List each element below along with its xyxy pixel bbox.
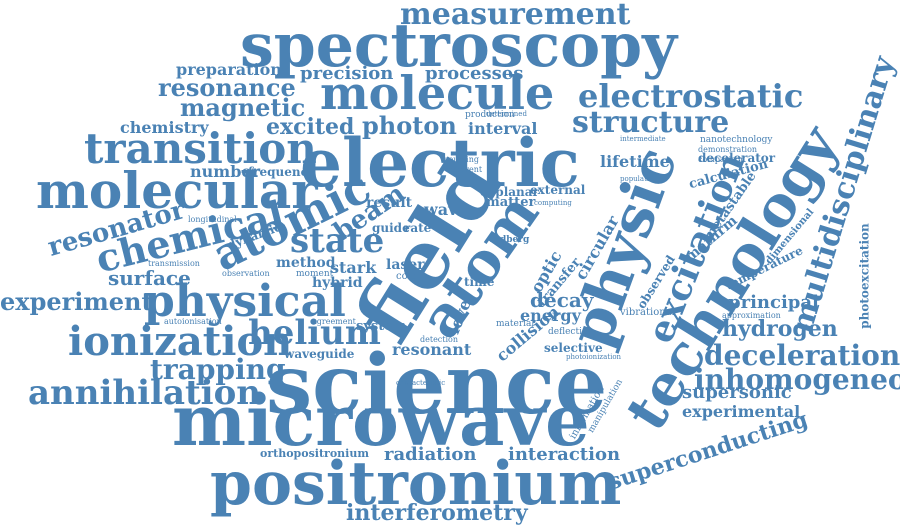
word-approximation: approximation xyxy=(722,311,781,320)
word-result: result xyxy=(366,195,413,211)
word-population: population xyxy=(620,175,658,183)
word-coupling: coupling xyxy=(444,155,479,164)
word-precision: precision xyxy=(300,63,394,84)
word-external: external xyxy=(530,183,586,197)
word-magnetic: magnetic xyxy=(180,93,306,122)
word-resonant: resonant xyxy=(392,340,472,359)
word-surface: surface xyxy=(108,266,191,290)
word-trapping: trapping xyxy=(150,353,286,386)
word-time: time xyxy=(464,275,495,289)
word-annihilation: annihilation xyxy=(28,373,261,413)
word-deflection: deflection xyxy=(548,327,594,337)
word-preparation: preparation xyxy=(176,60,282,79)
word-coplanar: coplanar xyxy=(480,185,539,199)
word-cold: cold xyxy=(396,271,418,282)
word-chemistry: chemistry xyxy=(120,118,209,137)
word-photon: photon xyxy=(362,111,457,140)
word-spectroscopy: spectroscopy xyxy=(240,11,677,81)
word-guide: guide xyxy=(372,221,410,235)
word-photoexcitation: photoexcitation xyxy=(857,223,872,329)
word-structure: structure xyxy=(572,105,730,140)
word-vibrational: vibrational xyxy=(620,307,675,318)
word-electrostatic: electrostatic xyxy=(578,77,804,115)
word-autoionisation: autoionisation xyxy=(164,317,222,326)
word-supersonic: supersonic xyxy=(682,382,792,403)
word-coherent: coherent xyxy=(446,165,483,174)
word-selective: selective xyxy=(544,341,603,355)
word-computing: computing xyxy=(534,199,572,207)
word-ionization: ionization xyxy=(68,318,293,365)
word-decay: decay xyxy=(530,288,594,312)
word-interferometry: interferometry xyxy=(346,500,528,526)
word-number: number xyxy=(190,162,260,181)
word-transition: transition xyxy=(84,124,317,173)
word-frequency: frequency xyxy=(248,165,315,179)
word-orthopositronium: orthopositronium xyxy=(260,447,369,460)
word-intermediate: intermediate xyxy=(620,135,666,143)
word-helium: helium xyxy=(248,313,381,353)
word-experimental: experimental xyxy=(682,402,801,421)
word-electric: electric xyxy=(300,124,580,202)
word-wave: wave xyxy=(424,200,468,219)
word-hybrid: hybrid xyxy=(312,275,363,291)
word-science: science xyxy=(266,337,608,433)
word-energy: energy xyxy=(520,306,581,325)
word-microwave: microwave xyxy=(172,379,590,462)
word-agreement: agreement xyxy=(312,317,356,326)
word-matter: matter xyxy=(486,195,536,210)
word-interval: interval xyxy=(468,119,538,138)
word-molecular: molecular xyxy=(36,161,318,220)
word-stark: stark xyxy=(330,258,377,277)
word-laser: laser xyxy=(386,257,425,273)
word-production: production xyxy=(465,110,515,120)
word-characteristic: characteristic xyxy=(396,379,446,387)
word-transmission: transmission xyxy=(148,259,200,268)
word-deceleration: deceleration xyxy=(704,339,900,372)
word-material: material xyxy=(496,319,535,329)
word-state: state xyxy=(290,221,385,261)
word-decelerator: decelerator xyxy=(698,151,776,165)
word-photoionization: photoionization xyxy=(566,353,622,361)
word-observation: observation xyxy=(222,269,270,278)
word-positronium: positronium xyxy=(210,449,622,519)
word-detection: detection xyxy=(420,335,459,344)
word-rydberg: rydberg xyxy=(490,235,530,245)
word-waveguide: waveguide xyxy=(284,347,355,361)
word-lifetime: lifetime xyxy=(600,152,670,171)
word-measurement: measurement xyxy=(400,0,631,32)
word-interaction: interaction xyxy=(508,444,621,465)
word-system: system xyxy=(356,319,407,334)
word-excited: excited xyxy=(266,114,355,140)
word-rate: rate xyxy=(404,221,432,235)
word-radiation: radiation xyxy=(384,444,477,465)
word-determined: determined xyxy=(486,110,527,118)
word-physical: physical xyxy=(144,276,346,327)
word-demonstration: demonstration xyxy=(698,145,758,154)
word-molecule: molecule xyxy=(320,66,555,120)
word-longitudinal: longitudinal xyxy=(188,215,237,224)
word-comparison: comparison xyxy=(698,155,746,164)
word-inhomogeneous: inhomogeneous xyxy=(694,363,900,396)
word-principal: principal xyxy=(728,292,819,313)
word-moment: moment xyxy=(296,269,334,279)
word-resonance: resonance xyxy=(158,73,296,102)
word-experiment: experiment xyxy=(0,287,153,316)
word-processes: processes xyxy=(425,63,524,84)
word-method: method xyxy=(276,255,336,271)
word-nanotechnology: nanotechnology xyxy=(700,135,773,145)
word-hydrogen: hydrogen xyxy=(722,316,838,342)
